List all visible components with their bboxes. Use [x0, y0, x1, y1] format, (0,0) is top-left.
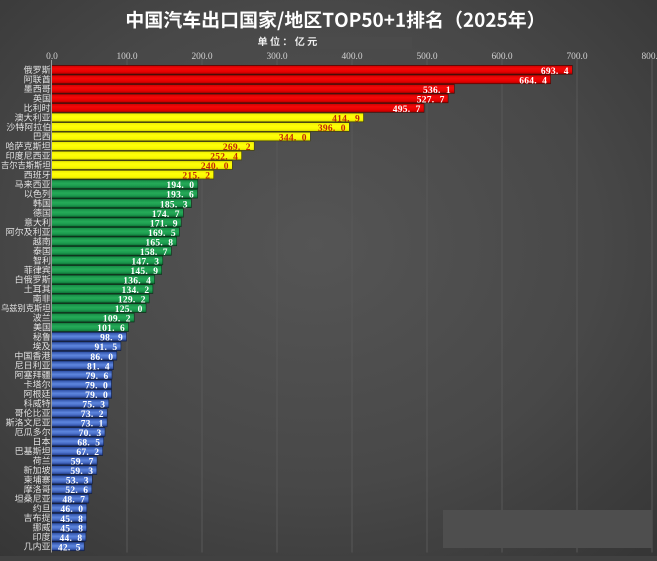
- svg-text:45. 8: 45. 8: [60, 524, 83, 534]
- svg-text:269. 2: 269. 2: [223, 143, 251, 153]
- svg-text:101. 6: 101. 6: [97, 324, 125, 334]
- svg-text:194. 0: 194. 0: [166, 181, 194, 191]
- svg-text:79. 0: 79. 0: [85, 391, 108, 401]
- svg-text:193. 6: 193. 6: [166, 191, 194, 201]
- svg-text:500.0: 500.0: [416, 52, 437, 62]
- svg-text:67. 2: 67. 2: [76, 448, 99, 458]
- svg-text:300.0: 300.0: [266, 52, 287, 62]
- svg-text:495. 7: 495. 7: [393, 105, 421, 115]
- svg-text:42. 5: 42. 5: [58, 543, 81, 553]
- svg-text:59. 3: 59. 3: [70, 467, 93, 477]
- svg-text:98. 9: 98. 9: [100, 334, 123, 344]
- svg-text:129. 2: 129. 2: [118, 296, 146, 306]
- svg-text:252. 4: 252. 4: [210, 153, 238, 163]
- svg-text:400.0: 400.0: [341, 52, 362, 62]
- svg-text:800.0: 800.0: [641, 52, 657, 62]
- svg-text:136. 4: 136. 4: [123, 277, 151, 287]
- svg-text:664. 4: 664. 4: [519, 76, 547, 86]
- svg-text:125. 0: 125. 0: [115, 305, 143, 315]
- svg-text:134. 2: 134. 2: [122, 286, 150, 296]
- svg-text:86. 0: 86. 0: [90, 353, 113, 363]
- svg-text:240. 0: 240. 0: [201, 162, 229, 172]
- svg-text:70. 3: 70. 3: [79, 429, 102, 439]
- svg-text:700.0: 700.0: [566, 52, 587, 62]
- svg-text:145. 9: 145. 9: [130, 267, 158, 277]
- svg-text:79. 0: 79. 0: [85, 381, 108, 391]
- svg-text:158. 7: 158. 7: [140, 248, 168, 258]
- svg-text:59. 7: 59. 7: [71, 458, 94, 468]
- svg-text:215. 2: 215. 2: [182, 172, 210, 182]
- svg-text:344. 0: 344. 0: [279, 134, 307, 144]
- svg-text:53. 3: 53. 3: [66, 477, 89, 487]
- svg-text:174. 7: 174. 7: [152, 210, 180, 220]
- svg-text:75. 3: 75. 3: [82, 400, 105, 410]
- svg-text:91. 5: 91. 5: [95, 343, 118, 353]
- svg-text:46. 0: 46. 0: [60, 505, 83, 515]
- svg-text:81. 4: 81. 4: [87, 362, 110, 372]
- svg-text:414. 9: 414. 9: [332, 115, 360, 125]
- svg-text:45. 8: 45. 8: [60, 515, 83, 525]
- svg-text:52. 6: 52. 6: [65, 486, 88, 496]
- svg-text:68. 5: 68. 5: [77, 439, 100, 449]
- svg-text:396. 0: 396. 0: [318, 124, 346, 134]
- svg-text:147. 3: 147. 3: [131, 257, 159, 267]
- svg-text:0.0: 0.0: [46, 52, 58, 62]
- svg-text:200.0: 200.0: [191, 52, 212, 62]
- svg-text:169. 5: 169. 5: [148, 229, 176, 239]
- svg-text:48. 7: 48. 7: [62, 496, 85, 506]
- svg-text:165. 8: 165. 8: [145, 238, 173, 248]
- svg-text:171. 9: 171. 9: [150, 219, 178, 229]
- svg-text:185. 3: 185. 3: [160, 200, 188, 210]
- svg-text:536. 1: 536. 1: [423, 86, 451, 96]
- svg-text:73. 1: 73. 1: [81, 419, 104, 429]
- svg-text:79. 6: 79. 6: [86, 372, 109, 382]
- svg-text:100.0: 100.0: [116, 52, 137, 62]
- svg-text:600.0: 600.0: [491, 52, 512, 62]
- svg-text:73. 2: 73. 2: [81, 410, 104, 420]
- svg-text:693. 4: 693. 4: [541, 67, 569, 77]
- svg-text:109. 2: 109. 2: [103, 315, 131, 325]
- svg-text:527. 7: 527. 7: [417, 95, 445, 105]
- svg-text:44. 8: 44. 8: [60, 534, 83, 544]
